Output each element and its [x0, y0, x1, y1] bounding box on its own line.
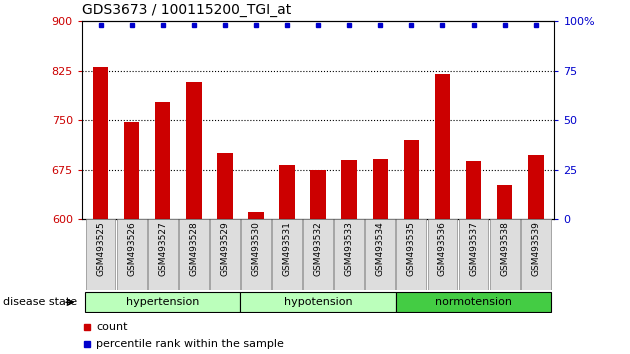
Bar	[248, 212, 264, 219]
Bar	[466, 161, 481, 219]
FancyBboxPatch shape	[396, 292, 551, 312]
FancyBboxPatch shape	[303, 219, 333, 290]
FancyBboxPatch shape	[179, 219, 209, 290]
Text: GSM493536: GSM493536	[438, 221, 447, 276]
Text: GSM493537: GSM493537	[469, 221, 478, 276]
Text: GSM493534: GSM493534	[376, 221, 385, 276]
Text: GSM493525: GSM493525	[96, 221, 105, 276]
Bar	[341, 160, 357, 219]
Text: hypotension: hypotension	[284, 297, 352, 307]
FancyBboxPatch shape	[459, 219, 488, 290]
FancyBboxPatch shape	[241, 219, 271, 290]
FancyBboxPatch shape	[210, 219, 240, 290]
FancyBboxPatch shape	[365, 219, 395, 290]
Bar	[528, 155, 544, 219]
Bar	[93, 68, 108, 219]
FancyBboxPatch shape	[428, 219, 457, 290]
Text: hypertension: hypertension	[126, 297, 200, 307]
Text: GSM493532: GSM493532	[314, 221, 323, 276]
Bar	[497, 185, 512, 219]
Bar	[404, 140, 419, 219]
Bar	[186, 82, 202, 219]
FancyBboxPatch shape	[521, 219, 551, 290]
Text: normotension: normotension	[435, 297, 512, 307]
FancyBboxPatch shape	[148, 219, 178, 290]
Text: GSM493527: GSM493527	[158, 221, 167, 276]
Bar	[311, 170, 326, 219]
Text: GSM493531: GSM493531	[283, 221, 292, 276]
Text: GSM493538: GSM493538	[500, 221, 509, 276]
FancyBboxPatch shape	[86, 219, 115, 290]
FancyBboxPatch shape	[335, 219, 364, 290]
FancyBboxPatch shape	[490, 219, 520, 290]
Bar	[217, 153, 232, 219]
Text: GSM493529: GSM493529	[220, 221, 229, 276]
Text: GSM493528: GSM493528	[189, 221, 198, 276]
FancyBboxPatch shape	[272, 219, 302, 290]
Bar	[372, 159, 388, 219]
Text: GSM493533: GSM493533	[345, 221, 353, 276]
Text: disease state: disease state	[3, 297, 77, 307]
Text: GDS3673 / 100115200_TGI_at: GDS3673 / 100115200_TGI_at	[82, 4, 291, 17]
Text: percentile rank within the sample: percentile rank within the sample	[96, 339, 284, 349]
Text: GSM493535: GSM493535	[407, 221, 416, 276]
Text: GSM493526: GSM493526	[127, 221, 136, 276]
FancyBboxPatch shape	[241, 292, 396, 312]
Text: GSM493530: GSM493530	[251, 221, 260, 276]
Text: GSM493539: GSM493539	[531, 221, 541, 276]
Text: count: count	[96, 321, 127, 332]
Bar	[124, 122, 139, 219]
Bar	[155, 102, 171, 219]
Bar	[435, 74, 450, 219]
Bar	[279, 165, 295, 219]
FancyBboxPatch shape	[85, 292, 241, 312]
FancyBboxPatch shape	[396, 219, 427, 290]
FancyBboxPatch shape	[117, 219, 147, 290]
